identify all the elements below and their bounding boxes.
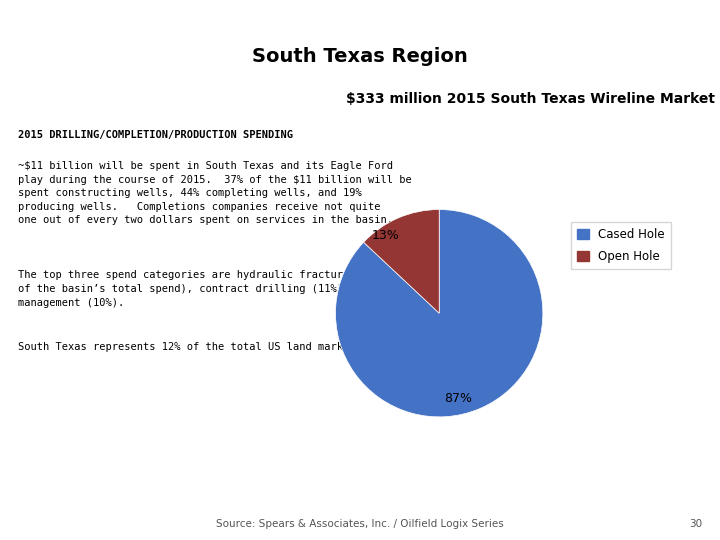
Text: Source: Spears & Associates, Inc. / Oilfield Logix Series: Source: Spears & Associates, Inc. / Oilf… <box>216 518 504 529</box>
Legend: Cased Hole, Open Hole: Cased Hole, Open Hole <box>571 222 671 269</box>
Text: South Texas Region: South Texas Region <box>252 47 468 66</box>
Text: 30: 30 <box>689 518 702 529</box>
Text: ~$11 billion will be spent in South Texas and its Eagle Ford
play during the cou: ~$11 billion will be spent in South Texa… <box>18 161 412 225</box>
Text: Spears & Associates:  Wireline Market: Spears & Associates: Wireline Market <box>7 13 294 26</box>
Wedge shape <box>364 210 439 313</box>
Text: 2015 DRILLING/COMPLETION/PRODUCTION SPENDING: 2015 DRILLING/COMPLETION/PRODUCTION SPEN… <box>18 130 293 140</box>
Text: $333 million 2015 South Texas Wireline Market: $333 million 2015 South Texas Wireline M… <box>346 92 714 106</box>
Text: South Texas represents 12% of the total US land market.: South Texas represents 12% of the total … <box>18 342 361 352</box>
Text: The top three spend categories are hydraulic fracturing (19%
of the basin’s tota: The top three spend categories are hydra… <box>18 271 405 307</box>
Wedge shape <box>336 210 543 417</box>
Text: 13%: 13% <box>372 229 399 242</box>
Text: 87%: 87% <box>444 392 472 404</box>
